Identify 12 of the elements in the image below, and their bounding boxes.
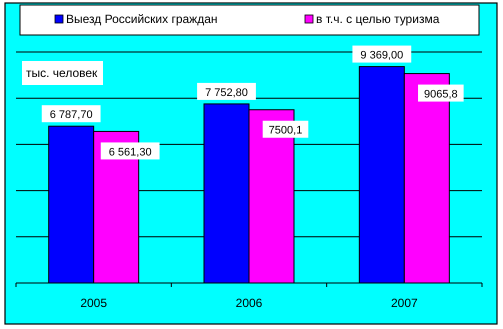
data-label: 9 369,00 (360, 50, 404, 62)
x-tick-label: 2006 (236, 296, 263, 310)
data-label: 6 787,70 (50, 109, 93, 122)
data-label: 7 752,80 (205, 86, 248, 99)
x-tick-label: 2007 (390, 296, 418, 310)
data-label: 9065,8 (424, 88, 458, 101)
x-tick-label: 2005 (80, 296, 108, 310)
legend-label: в т.ч. с целью туризма (316, 12, 440, 26)
data-label: 6 561,30 (108, 146, 152, 158)
y-axis-title: тыс. человек (26, 66, 98, 80)
legend-label: Выезд Российских граждан (66, 12, 218, 26)
data-label: 7500,1 (268, 124, 302, 137)
